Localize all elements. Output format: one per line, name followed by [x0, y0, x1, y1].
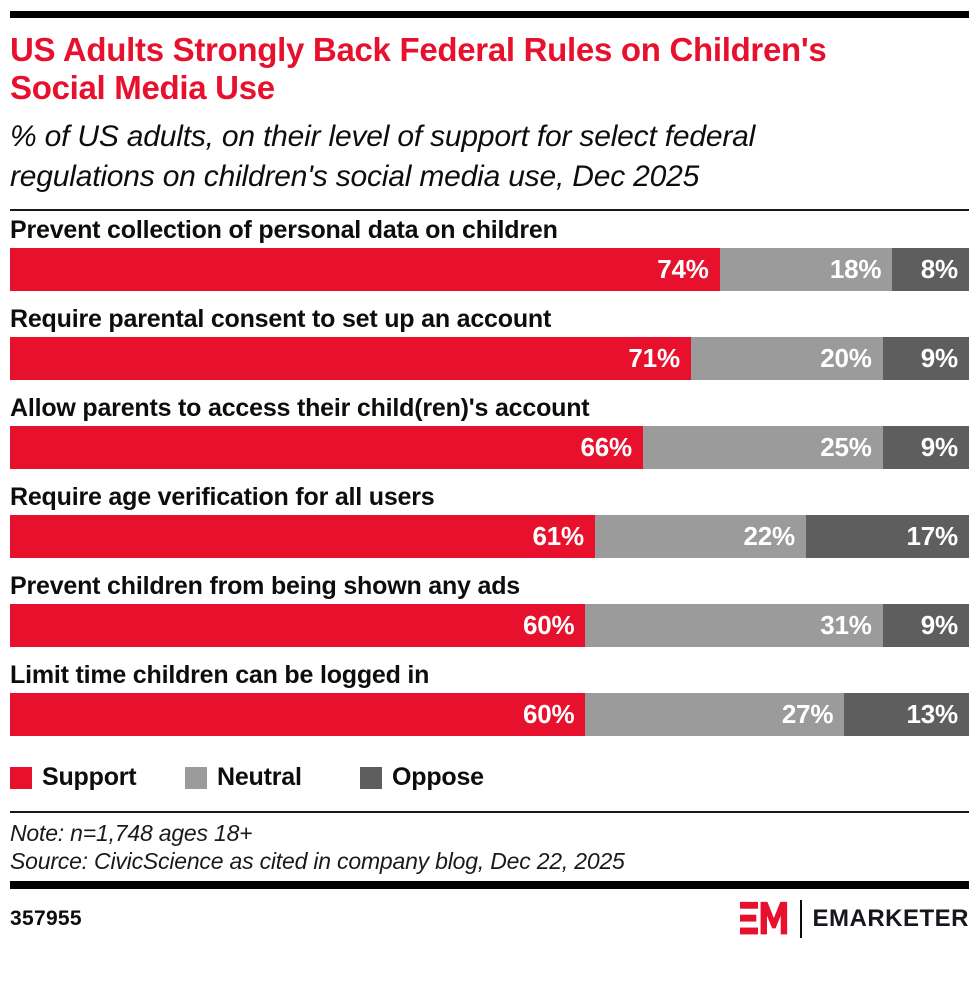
segment-value-label: 74% — [657, 254, 709, 284]
chart-row: Require parental consent to set up an ac… — [10, 303, 969, 380]
segment-value-label: 9% — [920, 343, 958, 373]
bar-segment-oppose: 9% — [882, 337, 969, 380]
bar-segment-neutral: 20% — [690, 337, 883, 380]
segment-value-label: 13% — [906, 699, 959, 729]
segment-value-label: 22% — [743, 521, 796, 551]
notes-block: Note: n=1,748 ages 18+ Source: CivicScie… — [10, 819, 969, 875]
segment-value-label: 60% — [522, 699, 575, 729]
segment-value-label: 25% — [820, 432, 872, 462]
bar-segment-support: 60% — [10, 693, 586, 736]
bar-segment-oppose: 9% — [882, 426, 969, 469]
stacked-bar: 71% 20% 9% — [10, 337, 969, 380]
logo-divider — [799, 900, 803, 938]
segment-value-label: 9% — [920, 432, 958, 462]
oppose-swatch-icon — [360, 766, 382, 789]
bar-segment-support: 60% — [10, 604, 586, 647]
bar-segment-oppose: 13% — [844, 693, 969, 736]
segment-value-label: 61% — [532, 521, 585, 551]
legend-label: Oppose — [392, 763, 484, 791]
category-label: Require parental consent to set up an ac… — [10, 305, 552, 333]
stacked-bar: 61% 22% 17% — [10, 515, 969, 558]
top-rule — [10, 11, 969, 18]
bar-segment-neutral: 18% — [719, 248, 893, 291]
stacked-bar: 74% 18% 8% — [10, 248, 969, 291]
chart-row: Prevent children from being shown any ad… — [10, 570, 969, 647]
note-line: Note: n=1,748 ages 18+ — [10, 820, 253, 846]
category-label: Limit time children can be logged in — [10, 661, 430, 689]
segment-value-label: 27% — [781, 699, 834, 729]
chart-row: Require age verification for all users 61… — [10, 481, 969, 558]
chart-row: Allow parents to access their child(ren)… — [10, 392, 969, 469]
category-label: Prevent collection of personal data on c… — [10, 216, 558, 244]
segment-value-label: 18% — [829, 254, 882, 284]
chart-id: 357955 — [10, 907, 82, 930]
segment-value-label: 20% — [820, 343, 872, 373]
bar-segment-neutral: 31% — [585, 604, 883, 647]
legend-label: Neutral — [217, 763, 302, 791]
stacked-bar: 60% 31% 9% — [10, 604, 969, 647]
bar-segment-neutral: 27% — [585, 693, 845, 736]
bar-segment-neutral: 22% — [594, 515, 806, 558]
legend: Support Neutral Oppose — [10, 763, 969, 792]
support-swatch-icon — [10, 766, 32, 789]
legend-item-support: Support — [10, 763, 185, 792]
footer-divider — [10, 811, 969, 813]
legend-item-neutral: Neutral — [185, 763, 360, 792]
logo-wordmark: EMARKETER — [812, 905, 969, 932]
stacked-bar: 66% 25% 9% — [10, 426, 969, 469]
segment-value-label: 60% — [522, 610, 575, 640]
bar-segment-support: 61% — [10, 515, 595, 558]
bar-segment-support: 74% — [10, 248, 720, 291]
segment-value-label: 17% — [906, 521, 959, 551]
bar-segment-neutral: 25% — [642, 426, 883, 469]
chart-rows: Prevent collection of personal data on c… — [10, 214, 969, 736]
segment-value-label: 71% — [628, 343, 680, 373]
bar-segment-support: 66% — [10, 426, 643, 469]
bar-segment-oppose: 8% — [892, 248, 969, 291]
segment-value-label: 8% — [920, 254, 958, 284]
segment-value-label: 31% — [820, 610, 872, 640]
chart-row: Limit time children can be logged in 60% 2… — [10, 659, 969, 736]
bar-segment-oppose: 17% — [805, 515, 969, 558]
bottom-rule — [10, 881, 969, 889]
chart-row: Prevent collection of personal data on c… — [10, 214, 969, 291]
chart-title: US Adults Strongly Back Federal Rules on… — [10, 31, 827, 106]
footer: 357955 EMARKETER — [10, 900, 969, 938]
stacked-bar: 60% 27% 13% — [10, 693, 969, 736]
segment-value-label: 66% — [580, 432, 632, 462]
neutral-swatch-icon — [185, 766, 207, 789]
chart-container: US Adults Strongly Back Federal Rules on… — [10, 0, 969, 938]
legend-item-oppose: Oppose — [360, 763, 535, 792]
emarketer-logo: EMARKETER — [739, 900, 969, 938]
source-line: Source: CivicScience as cited in company… — [10, 848, 625, 874]
bar-segment-oppose: 9% — [882, 604, 969, 647]
bar-segment-support: 71% — [10, 337, 691, 380]
chart-subtitle: % of US adults, on their level of suppor… — [10, 120, 756, 193]
category-label: Prevent children from being shown any ad… — [10, 572, 520, 600]
segment-value-label: 9% — [920, 610, 958, 640]
header-divider — [10, 209, 969, 211]
emarketer-monogram-icon — [739, 901, 788, 935]
legend-label: Support — [42, 763, 137, 791]
category-label: Require age verification for all users — [10, 483, 435, 511]
category-label: Allow parents to access their child(ren)… — [10, 394, 590, 422]
